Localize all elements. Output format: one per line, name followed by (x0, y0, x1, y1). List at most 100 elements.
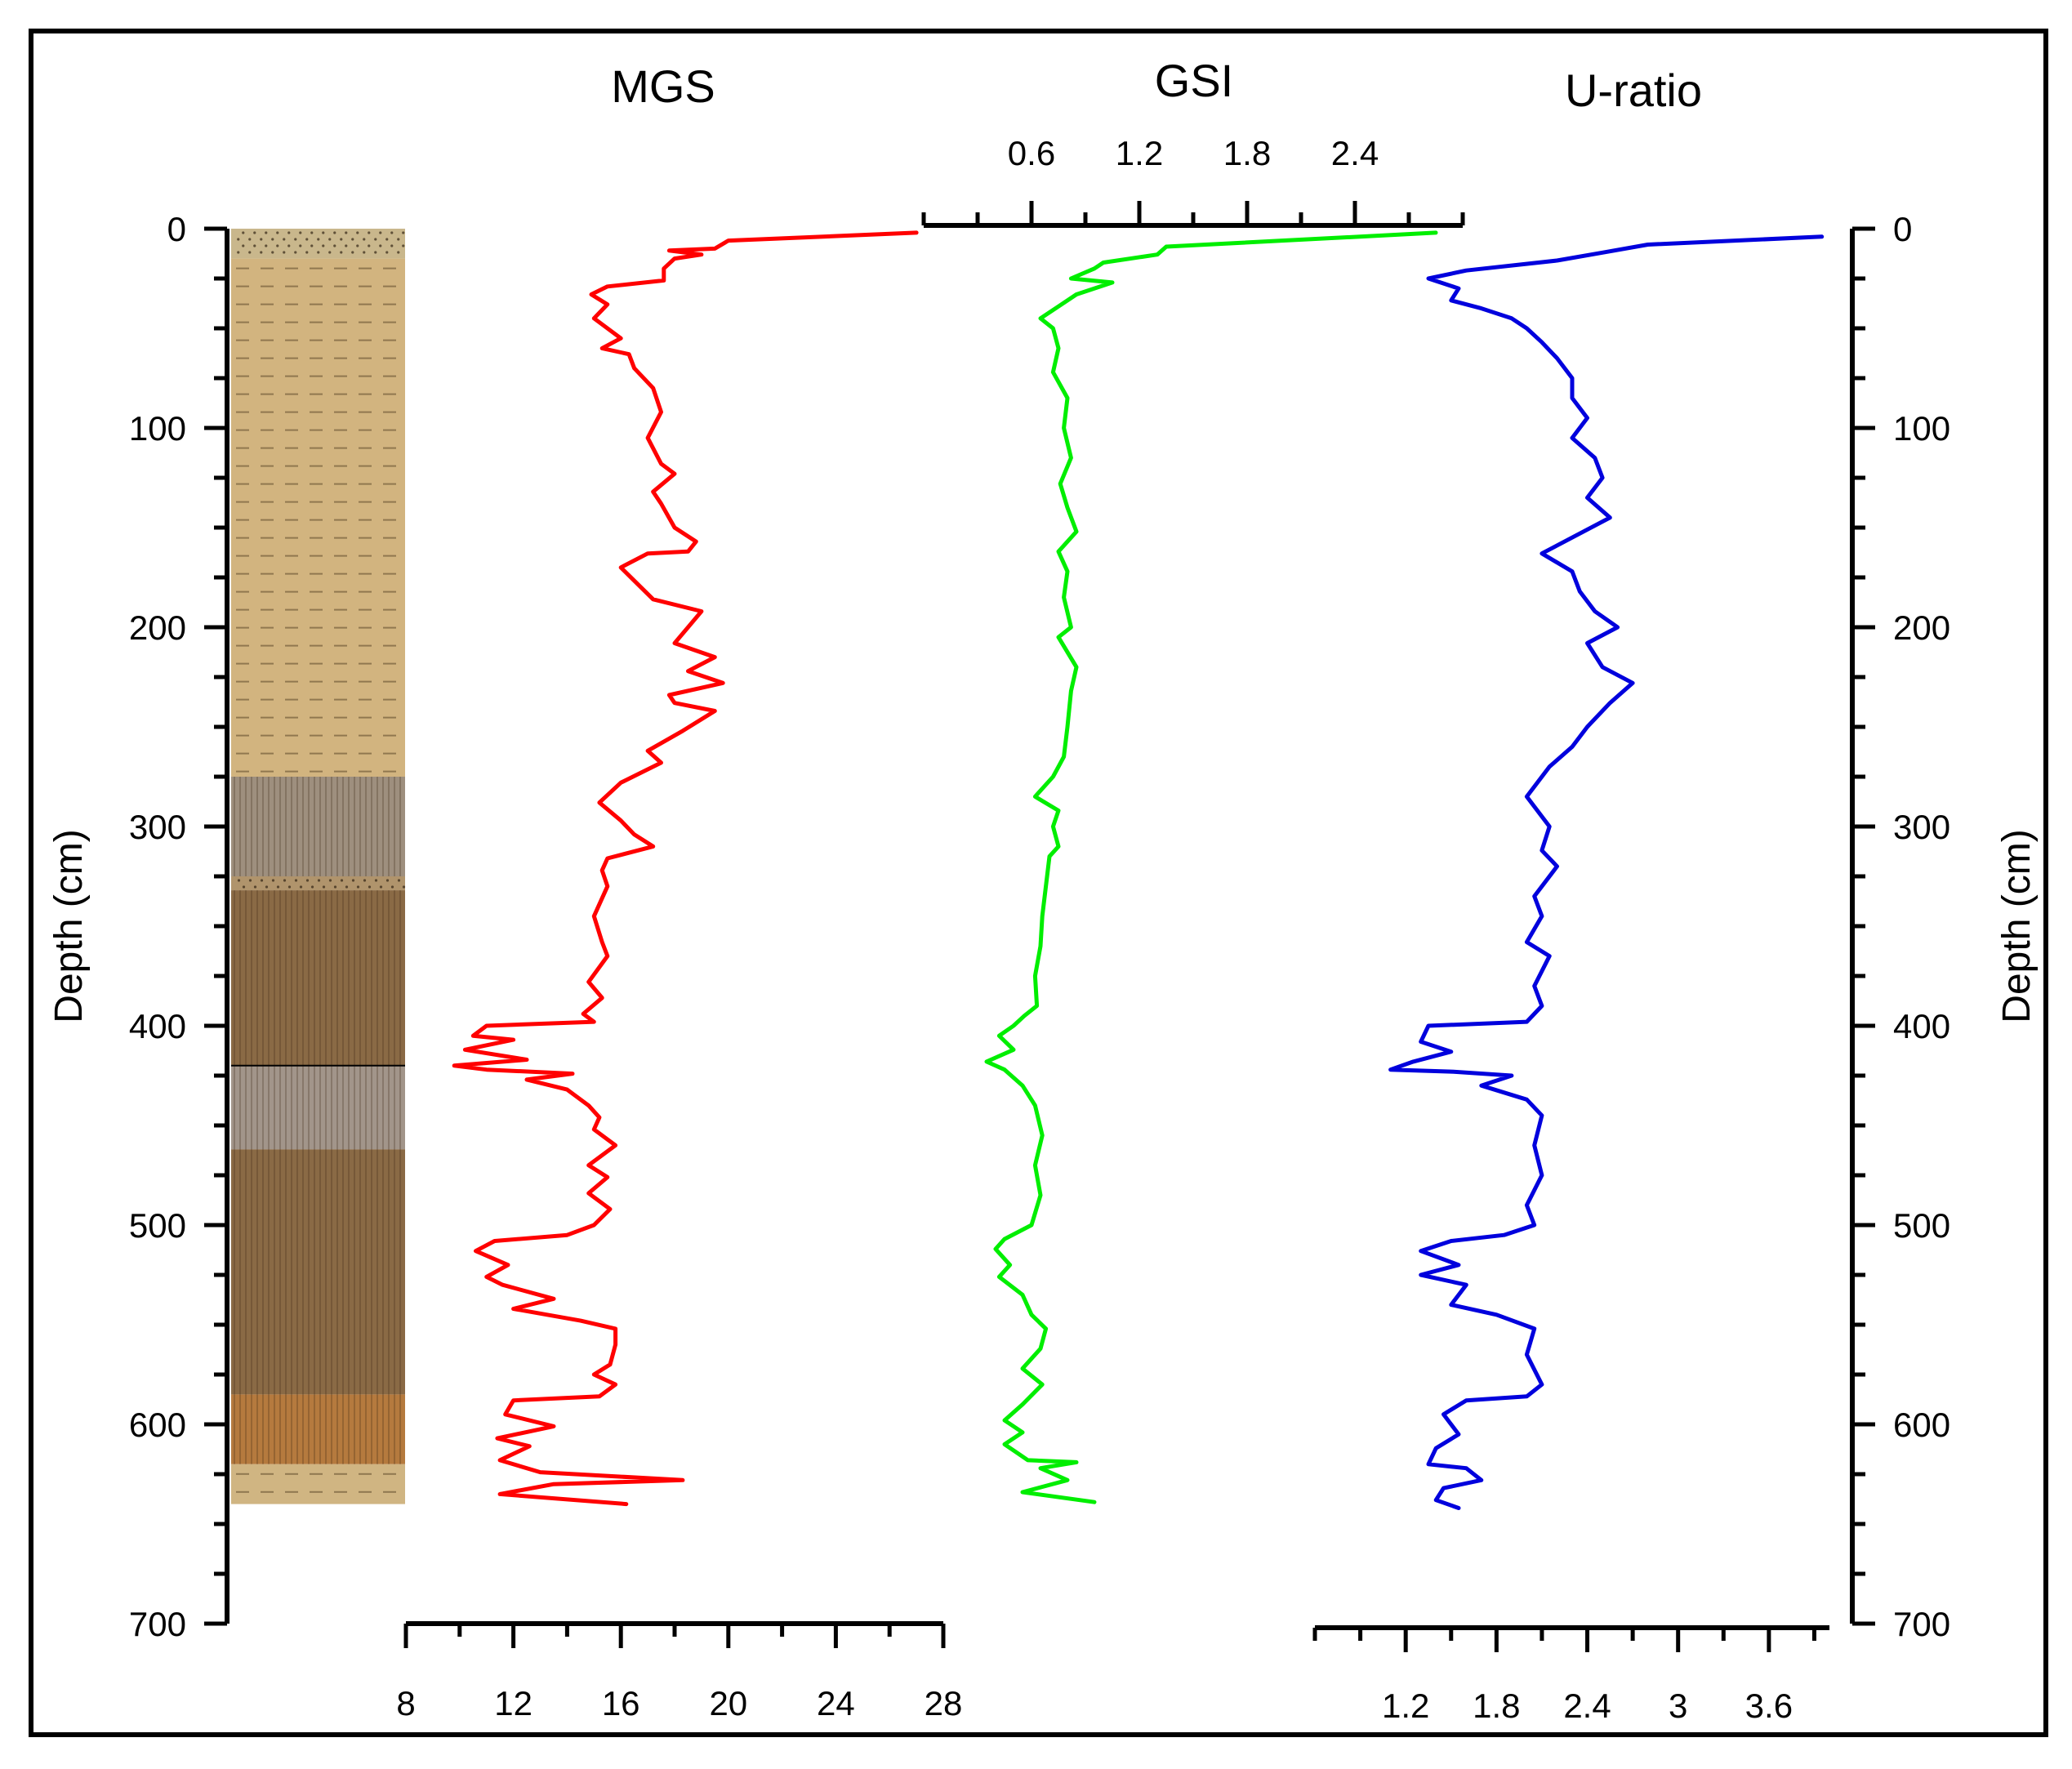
lithology-layer (231, 229, 405, 259)
lithology-dot (265, 231, 268, 234)
lithology-dot (322, 231, 325, 234)
lithology-layer (231, 1394, 405, 1464)
lithology-dot (385, 238, 389, 241)
lithology-dot (283, 238, 286, 241)
lithology-dot (305, 238, 309, 241)
depth-tick-label: 400 (1893, 1007, 1950, 1045)
lithology-dot (260, 879, 264, 882)
lithology-dot (333, 231, 336, 234)
lithology-layer (231, 1149, 405, 1395)
figure-frame (29, 29, 2048, 1737)
value-tick-label: 0.6 (1008, 134, 1055, 172)
lithology-dot (237, 238, 240, 241)
lithology-dot (248, 238, 252, 241)
lithology-dot (363, 879, 367, 882)
value-tick-label: 24 (817, 1684, 855, 1722)
gsi-title: GSI (1155, 55, 1233, 106)
lithology-layer (231, 258, 405, 778)
value-tick-label: 12 (494, 1684, 532, 1722)
value-tick-label: 20 (709, 1684, 747, 1722)
depth-tick-label: 600 (129, 1406, 186, 1444)
lithology-dot (242, 231, 245, 234)
lithology-dot (379, 885, 383, 889)
lithology-dot (242, 244, 245, 247)
lithology-layer (231, 777, 405, 876)
depth-tick-label: 0 (167, 210, 186, 248)
lithology-dot (305, 879, 310, 882)
lithology-dot (356, 231, 359, 234)
lithology-dot (253, 885, 257, 889)
lithology-dot (271, 251, 274, 254)
depth-tick-label: 700 (1893, 1605, 1950, 1643)
lithology-dot (328, 879, 332, 882)
value-tick-label: 1.2 (1382, 1687, 1429, 1725)
lithology-dot (374, 238, 377, 241)
lithology-dot (368, 244, 371, 247)
depth-tick-label: 400 (129, 1007, 186, 1045)
value-tick-label: 16 (602, 1684, 640, 1722)
u-ratio-series-line (1388, 234, 1825, 1510)
depth-tick-label: 700 (129, 1605, 186, 1643)
lithology-dot (287, 231, 291, 234)
lithology-dot (368, 885, 372, 889)
lithology-dot (283, 251, 286, 254)
lithology-dot (253, 231, 256, 234)
value-tick-label: 3.6 (1745, 1687, 1793, 1725)
lithology-dot (345, 244, 348, 247)
lithology-dot (351, 251, 354, 254)
depth-tick-label: 200 (1893, 608, 1950, 647)
depth-tick-label: 100 (1893, 409, 1950, 448)
lithology-dot (305, 251, 309, 254)
lithology-dot (265, 244, 268, 247)
depth-axis-title-right: Depth (cm) (1995, 829, 2039, 1023)
lithology-dot (242, 885, 246, 889)
gsi-axis: 0.6 1.2 1.8 2.4 (921, 134, 1465, 228)
mgs-series-line (452, 230, 919, 1507)
lithology-dot (260, 238, 263, 241)
value-tick-label: 2.4 (1563, 1687, 1611, 1725)
depth-axis-right: 0 100 200 300 400 500 600 700 (1850, 210, 1950, 1643)
lithology-dot (390, 885, 394, 889)
depth-axis-left: 0 100 200 300 400 500 600 700 (129, 210, 229, 1643)
lithology-dot (322, 244, 325, 247)
lithology-dot (294, 238, 297, 241)
value-tick-label: 1.2 (1116, 134, 1163, 172)
lithology-layer (231, 1065, 405, 1150)
lithology-dot (351, 238, 354, 241)
lithology-dot (356, 244, 359, 247)
lithology-dot (374, 251, 377, 254)
lithology-dot (253, 244, 256, 247)
lithology-dot (237, 251, 240, 254)
lithology-dot (397, 251, 400, 254)
lithology-dot (237, 879, 241, 882)
value-tick-label: 8 (396, 1684, 415, 1722)
lithology-dot (333, 244, 336, 247)
lithology-column (231, 229, 406, 1504)
value-tick-label: 3 (1669, 1687, 1687, 1725)
lithology-dot (271, 879, 275, 882)
depth-axis-title-left: Depth (cm) (47, 829, 91, 1023)
lithology-dot (317, 251, 320, 254)
u-ratio-axis: 1.2 1.8 2.4 3 3.6 (1312, 1625, 1829, 1725)
value-tick-label: 1.8 (1473, 1687, 1520, 1725)
depth-tick-label: 300 (1893, 808, 1950, 846)
lithology-dot (345, 231, 348, 234)
depth-tick-label: 500 (129, 1206, 186, 1245)
depth-tick-label: 500 (1893, 1206, 1950, 1245)
lithology-layer (231, 1464, 405, 1504)
lithology-dot (299, 231, 302, 234)
lithology-dot (276, 885, 280, 889)
lithology-dot (390, 244, 394, 247)
depth-tick-label: 200 (129, 608, 186, 647)
lithology-dot (340, 251, 343, 254)
lithology-dot (385, 251, 389, 254)
depth-tick-label: 0 (1893, 210, 1912, 248)
lithology-dot (294, 879, 298, 882)
lithology-dot (333, 885, 337, 889)
u-ratio-title: U-ratio (1565, 65, 1702, 116)
lithology-dot (310, 244, 314, 247)
lithology-dot (310, 885, 314, 889)
lithology-dot (271, 238, 274, 241)
lithology-dot (340, 238, 343, 241)
mgs-axis: 8 12 16 20 24 28 (396, 1621, 962, 1722)
